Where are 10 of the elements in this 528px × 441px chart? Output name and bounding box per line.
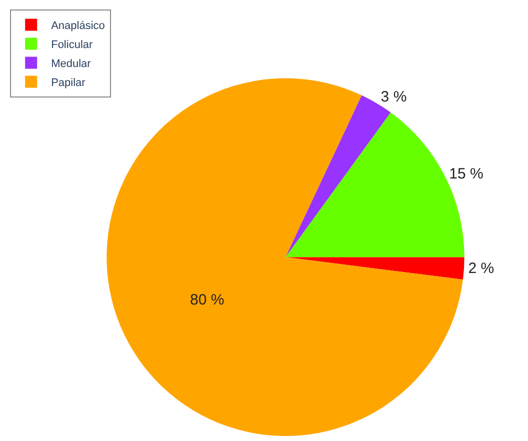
- legend-label: Papilar: [51, 77, 86, 90]
- legend-label: Anaplásico: [51, 20, 105, 32]
- pie-slice: [286, 257, 464, 280]
- legend-label: Medular: [51, 58, 92, 70]
- data-label: 3 %: [380, 88, 407, 106]
- pie-slice: [286, 112, 464, 258]
- legend-label: Folicular: [51, 39, 94, 52]
- data-label: 80 %: [190, 292, 224, 309]
- data-label: 15 %: [449, 166, 484, 183]
- data-label: 2 %: [468, 260, 494, 277]
